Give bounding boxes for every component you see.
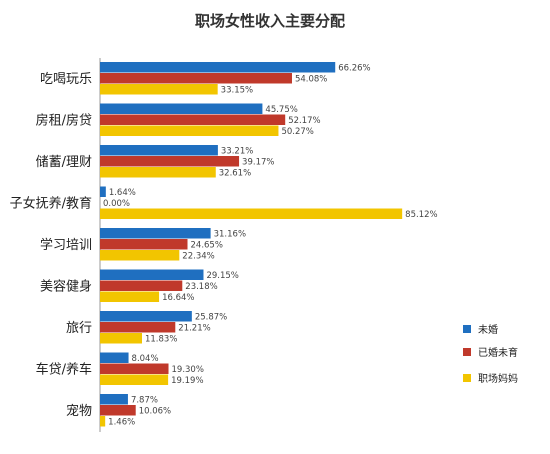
data-label: 23.18% xyxy=(185,282,217,292)
data-label: 22.34% xyxy=(182,252,214,262)
bar xyxy=(100,291,160,302)
bar xyxy=(100,208,403,219)
data-label: 33.21% xyxy=(221,147,253,157)
data-label: 85.12% xyxy=(405,210,437,220)
bar xyxy=(100,269,204,280)
data-label: 39.17% xyxy=(242,158,274,168)
legend-swatch xyxy=(463,325,471,333)
data-label: 11.83% xyxy=(145,335,177,345)
category-label: 储蓄/理财 xyxy=(36,155,92,170)
category-label: 美容健身 xyxy=(40,278,92,294)
bar xyxy=(100,239,188,250)
category-label: 宠物 xyxy=(66,403,92,419)
bar xyxy=(100,103,263,114)
data-labels: 66.26% 54.08% 33.15% 45.75%52.17%50.27% 33.2… xyxy=(103,64,438,428)
data-label: 21.21% xyxy=(178,324,210,334)
data-label: 32.61% xyxy=(219,169,251,179)
data-label: 33.15% xyxy=(221,86,253,96)
bar xyxy=(100,322,176,333)
bar xyxy=(100,228,211,239)
bar xyxy=(100,186,106,197)
data-label: 29.15% xyxy=(206,271,238,281)
bar xyxy=(100,280,183,291)
bar xyxy=(100,352,129,363)
bar xyxy=(100,311,192,322)
legend-label: 未婚 xyxy=(478,323,498,336)
bar xyxy=(100,73,292,84)
data-label: 50.27% xyxy=(281,127,313,137)
bar xyxy=(100,156,240,167)
data-label: 7.87% xyxy=(131,396,158,406)
data-label: 10.06% xyxy=(139,407,171,417)
data-label: 66.26% xyxy=(338,64,370,74)
legend-label: 职场妈妈 xyxy=(478,372,518,385)
data-label: 1.46% xyxy=(108,418,135,428)
bar xyxy=(100,84,218,95)
data-label: 19.19% xyxy=(171,376,203,386)
bar xyxy=(100,374,169,385)
bar xyxy=(100,416,106,427)
data-label: 52.17% xyxy=(288,116,320,126)
category-label: 学习培训 xyxy=(40,237,92,253)
data-label: 16.64% xyxy=(162,293,194,303)
bar xyxy=(100,394,128,405)
category-label: 子女抚养/教育 xyxy=(10,195,92,211)
data-label: 0.00% xyxy=(103,199,130,209)
data-label: 25.87% xyxy=(195,313,227,323)
category-label: 房租/房贷 xyxy=(36,112,92,128)
legend-swatch xyxy=(463,348,471,356)
data-label: 45.75% xyxy=(265,105,297,115)
bar xyxy=(100,145,218,156)
data-label: 24.65% xyxy=(191,241,223,251)
data-label: 1.64% xyxy=(109,188,136,198)
bar xyxy=(100,114,286,125)
data-label: 54.08% xyxy=(295,75,327,85)
bar xyxy=(100,250,180,261)
category-label: 吃喝玩乐 xyxy=(40,71,92,87)
bar xyxy=(100,333,142,344)
legend-label: 已婚未育 xyxy=(478,346,518,359)
bar xyxy=(100,125,279,136)
bar xyxy=(100,62,336,73)
legend-swatch xyxy=(463,374,471,382)
data-label: 19.30% xyxy=(172,365,204,375)
category-label: 车贷/养车 xyxy=(36,361,92,377)
data-label: 31.16% xyxy=(214,230,246,240)
data-label: 8.04% xyxy=(132,354,159,364)
bars xyxy=(100,62,403,427)
bar xyxy=(100,405,136,416)
bar xyxy=(100,363,169,374)
category-label: 旅行 xyxy=(66,321,92,336)
bar xyxy=(100,167,216,178)
chart-title: 职场女性收入主要分配 xyxy=(195,12,345,30)
